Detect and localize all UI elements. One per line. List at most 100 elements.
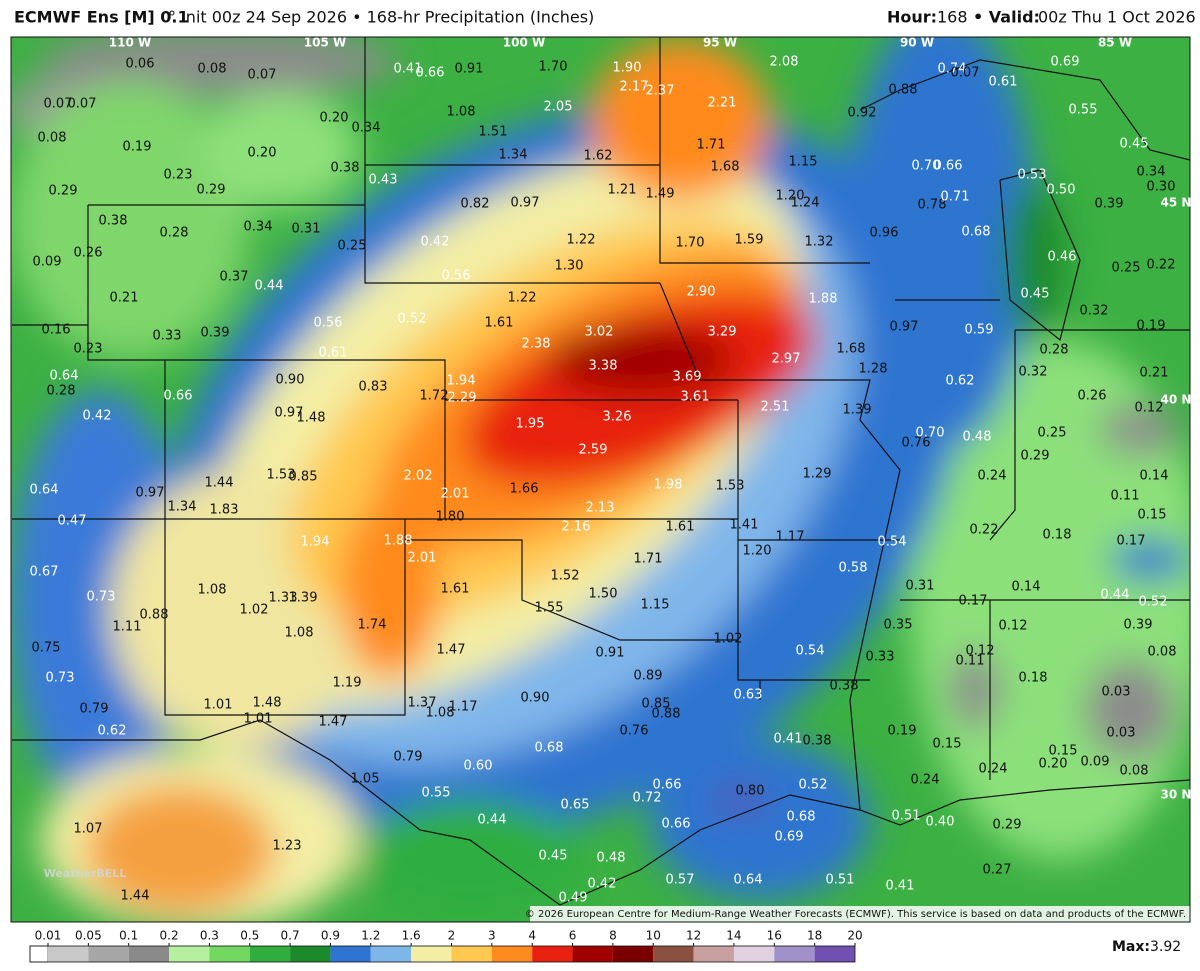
point-value: 0.88 <box>140 608 169 623</box>
point-value: 0.28 <box>160 226 189 241</box>
point-value: 3.61 <box>681 390 710 405</box>
point-value: 0.35 <box>884 618 913 633</box>
point-value: 2.97 <box>772 352 801 367</box>
point-value: 0.39 <box>201 326 230 341</box>
graticule-labels: 110 W 105 W 100 W 95 W 90 W 85 W 45 N 40 N 30 N <box>109 36 1192 802</box>
point-value: 1.59 <box>735 233 764 248</box>
point-value: 0.71 <box>941 190 970 205</box>
colorbar-label: 16 <box>767 929 782 943</box>
point-value: 0.42 <box>83 409 112 424</box>
colorbar-label: 3 <box>488 929 496 943</box>
colorbar-label: 1.2 <box>361 929 380 943</box>
point-value: 2.29 <box>448 391 477 406</box>
point-value: 0.38 <box>99 214 128 229</box>
point-value: 0.24 <box>911 773 940 788</box>
point-value: 1.51 <box>479 125 508 140</box>
colorbar-label: 0.01 <box>35 929 62 943</box>
point-value: 0.07 <box>44 97 73 112</box>
point-value: 0.66 <box>934 159 963 174</box>
point-value: 0.51 <box>892 809 921 824</box>
colorbar-box <box>612 946 654 962</box>
point-value: 0.55 <box>422 786 451 801</box>
point-value: 1.39 <box>843 403 872 418</box>
point-value: 0.06 <box>126 57 155 72</box>
credit-box <box>530 906 1190 922</box>
point-value: 0.39 <box>1095 197 1124 212</box>
point-value: 0.97 <box>890 320 919 335</box>
point-value: 0.45 <box>1120 137 1149 152</box>
point-value: 0.44 <box>255 279 284 294</box>
point-value: 1.20 <box>776 189 805 204</box>
point-value: 0.39 <box>1124 618 1153 633</box>
colorbar-label: 18 <box>807 929 822 943</box>
point-value: 2.05 <box>544 100 573 115</box>
point-value: 0.88 <box>889 83 918 98</box>
point-value: 0.49 <box>559 891 588 906</box>
point-value: 0.91 <box>596 646 625 661</box>
point-value: 1.44 <box>205 476 234 491</box>
point-value: 1.52 <box>551 569 580 584</box>
point-value: 0.75 <box>32 641 61 656</box>
map-frame <box>10 36 1191 923</box>
point-value: 0.34 <box>244 220 273 235</box>
point-value: 0.09 <box>33 255 62 270</box>
point-value: 2.21 <box>708 96 737 111</box>
colorbar-box <box>169 946 210 962</box>
point-value: 1.71 <box>634 552 663 567</box>
point-value: 1.48 <box>297 411 326 426</box>
point-value: 1.61 <box>485 316 514 331</box>
point-value: 0.09 <box>1081 755 1110 770</box>
point-value: 0.37 <box>220 270 249 285</box>
point-value: 1.71 <box>697 138 726 153</box>
point-value: 2.38 <box>522 337 551 352</box>
valid-value: 00z Thu 1 Oct 2026 <box>1038 8 1196 27</box>
point-value: 1.08 <box>285 626 314 641</box>
point-value: 1.17 <box>449 700 478 715</box>
point-value: 1.02 <box>240 603 269 618</box>
point-value: 0.45 <box>1021 287 1050 302</box>
point-value: 0.90 <box>276 373 305 388</box>
colorbar-min-box <box>29 945 49 963</box>
point-value: 0.34 <box>1137 165 1166 180</box>
point-value: 0.57 <box>666 873 695 888</box>
point-value: 0.60 <box>464 759 493 774</box>
point-value: 0.28 <box>1040 343 1069 358</box>
point-value: 1.19 <box>333 676 362 691</box>
point-value: 0.50 <box>1047 183 1076 198</box>
colorbar-label: 8 <box>609 929 617 943</box>
point-value: 0.31 <box>906 579 935 594</box>
point-value: 0.19 <box>1137 319 1166 334</box>
point-value: 0.61 <box>989 75 1018 90</box>
point-value: 1.74 <box>358 618 387 633</box>
point-value: 0.18 <box>1019 671 1048 686</box>
point-value: 0.96 <box>870 226 899 241</box>
point-value: 1.95 <box>516 417 545 432</box>
point-value: 1.37 <box>408 696 437 711</box>
point-value: 0.59 <box>965 323 994 338</box>
init-title: ° Init 00z 24 Sep 2026 • 168-hr Precipit… <box>168 8 594 27</box>
point-value: 0.08 <box>198 62 227 77</box>
point-value: 0.52 <box>398 312 427 327</box>
colorbar-label: 0.7 <box>281 929 300 943</box>
point-value: 1.02 <box>714 632 743 647</box>
point-value: 0.21 <box>1140 366 1169 381</box>
point-value: 0.52 <box>799 778 828 793</box>
point-value: 1.41 <box>730 518 759 533</box>
point-value: 3.26 <box>603 410 632 425</box>
point-value: 0.30 <box>1147 180 1176 195</box>
point-value: 0.70 <box>916 426 945 441</box>
point-value: 1.62 <box>584 149 613 164</box>
point-value: 0.56 <box>314 316 343 331</box>
point-value: 1.33 <box>269 591 298 606</box>
credit: © 2026 European Centre for Medium-Range … <box>525 909 1186 920</box>
point-value: 0.79 <box>80 702 109 717</box>
colorbar-box <box>491 946 533 962</box>
point-value: 0.12 <box>999 619 1028 634</box>
point-value: 1.08 <box>198 583 227 598</box>
point-value: 0.08 <box>1148 645 1177 660</box>
point-value: 1.23 <box>273 839 302 854</box>
colorbar-label: 0.2 <box>160 929 179 943</box>
point-value: 0.64 <box>30 483 59 498</box>
point-value: 0.03 <box>1107 726 1136 741</box>
point-value: 0.89 <box>634 669 663 684</box>
